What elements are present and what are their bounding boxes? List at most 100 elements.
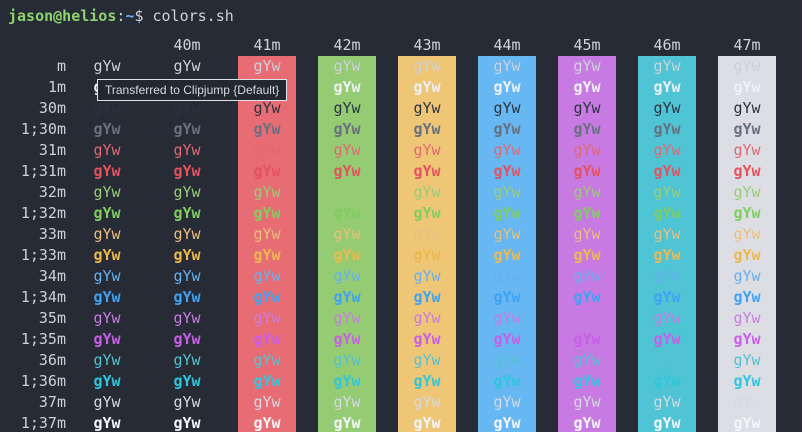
- color-sample: gYw: [398, 56, 456, 77]
- grid-cell: gYw: [638, 182, 718, 203]
- grid-cell: gYw: [318, 371, 398, 392]
- grid-cell: gYw: [638, 287, 718, 308]
- color-sample: gYw: [238, 266, 296, 287]
- color-sample: gYw: [398, 413, 456, 432]
- color-sample: gYw: [398, 350, 456, 371]
- grid-cell: gYw: [238, 224, 318, 245]
- grid-cell: gYw: [158, 287, 238, 308]
- grid-cell: gYw: [398, 350, 478, 371]
- grid-cell: gYw: [238, 161, 318, 182]
- color-sample: gYw: [398, 245, 456, 266]
- column-spacer: [66, 119, 78, 140]
- color-sample: gYw: [478, 224, 536, 245]
- grid-cell: gYw: [78, 224, 158, 245]
- grid-cell: gYw: [478, 56, 558, 77]
- grid-cell: gYw: [638, 266, 718, 287]
- color-sample: gYw: [638, 56, 696, 77]
- color-sample: gYw: [398, 224, 456, 245]
- color-sample: gYw: [478, 350, 536, 371]
- color-sample: gYw: [638, 182, 696, 203]
- grid-cell: gYw: [318, 350, 398, 371]
- row-label: 1;34m: [20, 288, 66, 306]
- grid-cell: gYw: [158, 392, 238, 413]
- color-sample: gYw: [478, 77, 536, 98]
- color-sample: gYw: [718, 413, 776, 432]
- column-header: 41m: [253, 36, 281, 54]
- color-sample: gYw: [238, 329, 296, 350]
- color-sample: gYw: [718, 203, 776, 224]
- color-sample: gYw: [718, 266, 776, 287]
- grid-cell: gYw: [78, 266, 158, 287]
- grid-cell: gYw: [478, 350, 558, 371]
- color-sample: gYw: [238, 224, 296, 245]
- color-sample: gYw: [558, 287, 616, 308]
- grid-cell: gYw: [78, 413, 158, 432]
- color-sample: gYw: [173, 162, 201, 180]
- grid-cell: gYw: [718, 392, 798, 413]
- grid-cell: gYw: [158, 203, 238, 224]
- grid-cell: gYw: [158, 56, 238, 77]
- grid-cell: gYw: [718, 56, 798, 77]
- grid-cell: gYw: [638, 161, 718, 182]
- color-sample: gYw: [318, 392, 376, 413]
- grid-cell: gYw: [558, 350, 638, 371]
- grid-cell: gYw: [78, 371, 158, 392]
- grid-cell: gYw: [398, 245, 478, 266]
- grid-row: 30m gYw gYw gYw gYw gYw gYw gYw gYw gYw: [0, 98, 798, 119]
- grid-cell: gYw: [558, 392, 638, 413]
- grid-cell: gYw: [238, 56, 318, 77]
- color-sample: gYw: [478, 56, 536, 77]
- grid-cell: gYw: [398, 329, 478, 350]
- grid-cell: gYw: [638, 224, 718, 245]
- grid-cell: gYw: [318, 161, 398, 182]
- color-sample: gYw: [638, 140, 696, 161]
- color-sample: gYw: [718, 245, 776, 266]
- color-sample: gYw: [238, 182, 296, 203]
- grid-cell: gYw: [318, 182, 398, 203]
- grid-cell: gYw: [718, 182, 798, 203]
- color-sample: gYw: [718, 182, 776, 203]
- header-cell: 41m: [238, 35, 318, 56]
- grid-cell: gYw: [238, 203, 318, 224]
- grid-cell: gYw: [718, 98, 798, 119]
- grid-cell: gYw: [238, 350, 318, 371]
- color-sample: gYw: [93, 330, 121, 348]
- row-label: 1;32m: [20, 204, 66, 222]
- color-sample: gYw: [478, 392, 536, 413]
- grid-cell: gYw: [158, 371, 238, 392]
- grid-cell: gYw: [238, 308, 318, 329]
- color-sample: gYw: [238, 392, 296, 413]
- grid-cell: gYw: [158, 161, 238, 182]
- column-spacer: [66, 77, 78, 98]
- grid-cell: gYw: [558, 203, 638, 224]
- grid-cell: gYw: [638, 98, 718, 119]
- column-header: 44m: [493, 36, 521, 54]
- color-sample: gYw: [718, 329, 776, 350]
- grid-cell: gYw: [318, 77, 398, 98]
- color-sample: gYw: [93, 225, 121, 243]
- grid-row: 31m gYw gYw gYw gYw gYw gYw gYw gYw gYw: [0, 140, 798, 161]
- grid-cell: gYw: [718, 329, 798, 350]
- color-sample: gYw: [558, 161, 616, 182]
- grid-cell: gYw: [398, 266, 478, 287]
- color-sample: gYw: [718, 308, 776, 329]
- color-sample: gYw: [173, 99, 201, 117]
- color-sample: gYw: [318, 329, 376, 350]
- color-sample: gYw: [93, 309, 121, 327]
- color-sample: gYw: [558, 98, 616, 119]
- grid-cell: gYw: [558, 161, 638, 182]
- column-spacer: [66, 413, 78, 432]
- grid-cell: gYw: [158, 98, 238, 119]
- grid-cell: gYw: [158, 266, 238, 287]
- grid-cell: gYw: [638, 371, 718, 392]
- grid-cell: gYw: [318, 56, 398, 77]
- header-cell: 46m: [638, 35, 718, 56]
- grid-cell: gYw: [718, 77, 798, 98]
- grid-cell: gYw: [78, 182, 158, 203]
- color-sample: gYw: [638, 350, 696, 371]
- column-header: 45m: [573, 36, 601, 54]
- grid-cell: gYw: [638, 56, 718, 77]
- color-sample: gYw: [638, 287, 696, 308]
- color-sample: gYw: [638, 308, 696, 329]
